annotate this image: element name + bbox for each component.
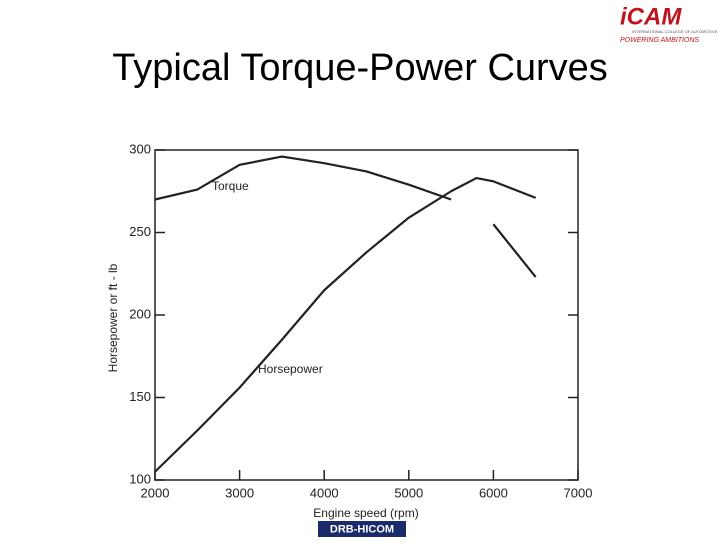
x-tick-label: 2000: [141, 485, 170, 500]
y-tick-label: 300: [129, 141, 151, 156]
plot-frame: [154, 149, 579, 481]
logo-subtitle: INTERNATIONAL COLLEGE OF AUTOMOTIVE: [632, 29, 718, 34]
logo-tagline: POWERING AMBITIONS: [620, 37, 699, 44]
y-axis-label: Horsepower or ft - lb: [106, 263, 120, 372]
x-tick-label: 7000: [564, 485, 593, 500]
y-tick-label: 150: [129, 389, 151, 404]
series-label: Torque: [212, 179, 249, 193]
x-tick-label: 3000: [225, 485, 254, 500]
series-label: Horsepower: [258, 362, 323, 376]
x-tick-label: 5000: [394, 485, 423, 500]
logo: iCAM: [620, 3, 682, 30]
x-tick-label: 4000: [310, 485, 339, 500]
slide-title: Typical Torque-Power Curves: [112, 47, 608, 89]
footer-logo: DRB-HICOM: [330, 523, 394, 535]
x-axis-label: Engine speed (rpm): [313, 506, 418, 520]
series-line: [154, 155, 537, 278]
y-tick-label: 250: [129, 224, 151, 239]
footer-badge: [318, 521, 406, 537]
series-line: [154, 176, 537, 473]
x-tick-label: 6000: [479, 485, 508, 500]
y-tick-label: 100: [129, 471, 151, 486]
y-tick-label: 200: [129, 306, 151, 321]
